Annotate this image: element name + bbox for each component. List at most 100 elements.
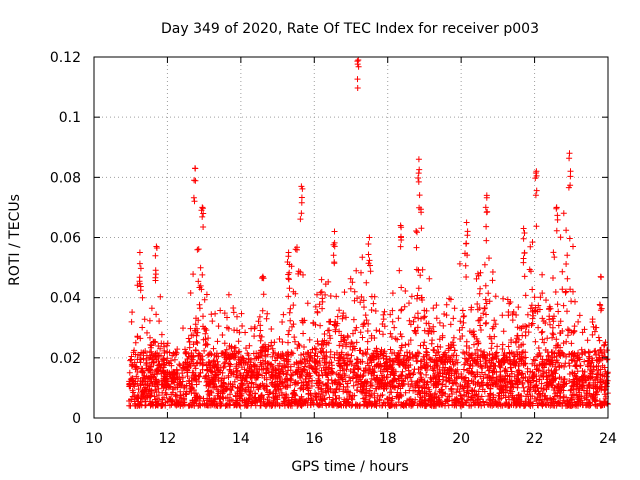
data-point (480, 398, 487, 405)
data-point (458, 400, 465, 407)
data-point (587, 363, 594, 370)
data-point (576, 354, 582, 361)
data-point (388, 334, 395, 340)
data-point (476, 399, 483, 406)
data-point (505, 309, 512, 315)
data-point (414, 379, 421, 386)
data-point (357, 347, 364, 354)
data-point (361, 304, 367, 311)
data-point (325, 376, 332, 383)
data-point (314, 308, 321, 315)
data-point (363, 317, 370, 324)
data-point (564, 275, 571, 282)
data-point (433, 374, 440, 381)
data-point (339, 343, 346, 349)
data-point (129, 393, 136, 400)
data-point (590, 385, 597, 392)
data-point (531, 373, 537, 380)
data-point (199, 353, 206, 360)
data-point (477, 269, 484, 276)
data-point (553, 227, 560, 234)
data-point (483, 319, 490, 326)
data-point (142, 348, 149, 355)
data-point (499, 312, 506, 319)
data-point (426, 275, 433, 282)
data-point (289, 402, 295, 409)
data-point (421, 313, 428, 320)
data-point (239, 354, 246, 361)
data-point (482, 371, 489, 378)
data-point (566, 362, 573, 369)
data-point (152, 252, 159, 259)
data-point (226, 366, 233, 373)
data-point (358, 269, 364, 276)
data-point (203, 382, 210, 389)
data-point (348, 395, 355, 402)
data-point (199, 213, 206, 220)
data-point (290, 302, 297, 309)
data-point (482, 282, 489, 289)
data-point (404, 349, 410, 356)
data-point (146, 382, 153, 389)
data-point (468, 306, 475, 313)
data-point (585, 353, 592, 360)
data-point (180, 325, 186, 332)
data-point (569, 379, 576, 386)
data-point (336, 307, 343, 314)
data-point (388, 389, 395, 396)
data-point (515, 336, 522, 343)
data-point (201, 400, 208, 407)
data-point (398, 333, 405, 340)
data-point (340, 334, 347, 341)
data-point (551, 350, 558, 357)
data-point (379, 402, 385, 409)
data-point (292, 290, 299, 297)
data-point (189, 381, 196, 388)
data-point (258, 394, 265, 401)
data-point (411, 314, 418, 321)
data-point (242, 329, 249, 336)
data-point (489, 277, 496, 284)
data-point (168, 391, 175, 398)
data-point (327, 318, 334, 325)
data-point (464, 228, 471, 235)
data-point (427, 363, 434, 370)
data-point (245, 370, 252, 376)
data-point (527, 399, 534, 406)
data-point (243, 345, 249, 352)
data-point (159, 401, 166, 408)
data-point (273, 388, 280, 395)
data-point (524, 365, 531, 372)
data-point (514, 332, 521, 339)
data-point (559, 350, 566, 357)
data-point (350, 382, 357, 389)
data-point (353, 360, 360, 367)
data-point (300, 366, 307, 373)
data-point (231, 378, 238, 385)
data-point (245, 356, 252, 363)
data-point (417, 358, 424, 365)
data-point (298, 402, 305, 409)
data-point (344, 384, 351, 390)
data-point (486, 374, 493, 381)
data-point (468, 394, 475, 401)
data-point (475, 340, 482, 347)
data-point (559, 328, 566, 334)
data-point (569, 396, 575, 403)
data-point (415, 156, 422, 163)
data-point (555, 399, 562, 406)
data-point (512, 338, 519, 345)
data-point (546, 372, 553, 379)
data-point (496, 389, 503, 396)
data-point (568, 329, 575, 336)
data-point (568, 403, 575, 409)
data-point (374, 398, 380, 404)
data-point (369, 383, 375, 389)
data-point (551, 313, 557, 320)
data-point (279, 368, 286, 375)
data-point (246, 391, 253, 398)
data-point (334, 313, 341, 320)
data-point (408, 293, 415, 300)
data-point (539, 328, 546, 335)
data-point (568, 386, 575, 393)
